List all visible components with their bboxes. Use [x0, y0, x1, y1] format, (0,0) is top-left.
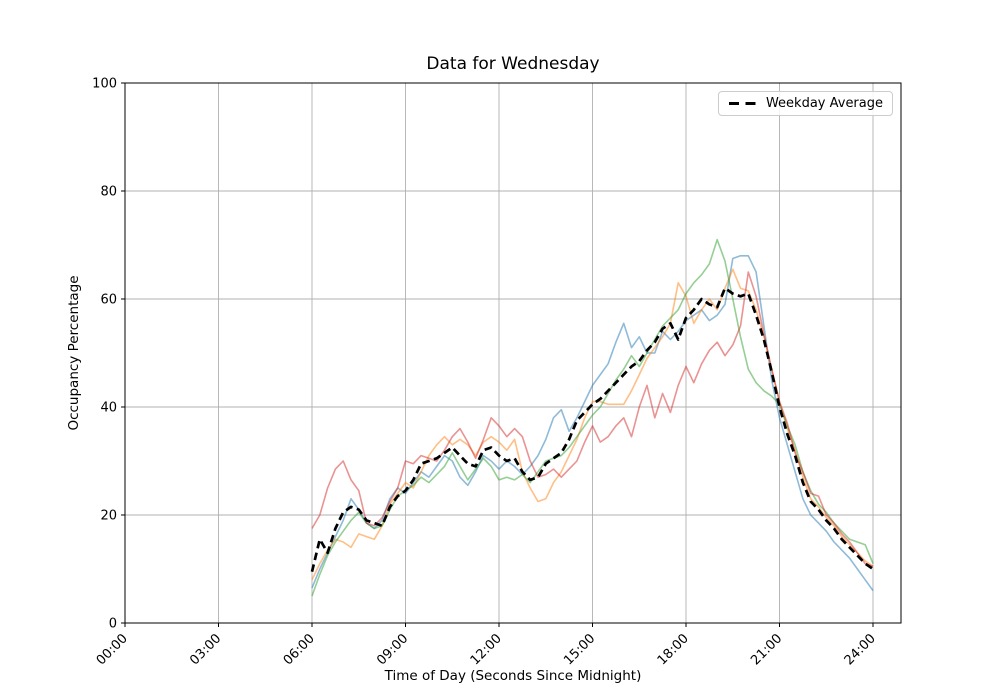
y-tick-label: 0	[109, 617, 117, 632]
y-tick-label: 40	[100, 401, 117, 416]
series-line-wednesday-1	[311, 255, 874, 592]
y-tick-label: 100	[92, 77, 117, 92]
legend-sample-dashed-line-icon	[729, 102, 757, 105]
x-tick-label: 06:00	[281, 631, 318, 668]
y-tick-label: 60	[100, 293, 117, 308]
y-tick-label: 20	[100, 509, 117, 524]
y-tick-label: 80	[100, 185, 117, 200]
x-tick-label: 15:00	[561, 631, 598, 668]
legend: Weekday Average	[718, 91, 893, 116]
x-tick-label: 00:00	[94, 631, 131, 668]
series-group	[310, 238, 874, 597]
series-line-weekday-average	[310, 286, 874, 573]
x-tick-label: 24:00	[842, 631, 879, 668]
chart-title: Data for Wednesday	[426, 54, 600, 74]
x-tick-label: 18:00	[655, 631, 692, 668]
y-axis-label: Occupancy Percentage	[66, 275, 82, 431]
x-tick-label: 12:00	[468, 631, 505, 668]
x-axis-label: Time of Day (Seconds Since Midnight)	[384, 668, 642, 684]
x-tick-label: 09:00	[374, 631, 411, 668]
legend-label: Weekday Average	[765, 96, 883, 111]
x-tick-label: 03:00	[187, 631, 224, 668]
plot-border	[124, 82, 902, 624]
x-tick-label: 21:00	[748, 631, 785, 668]
